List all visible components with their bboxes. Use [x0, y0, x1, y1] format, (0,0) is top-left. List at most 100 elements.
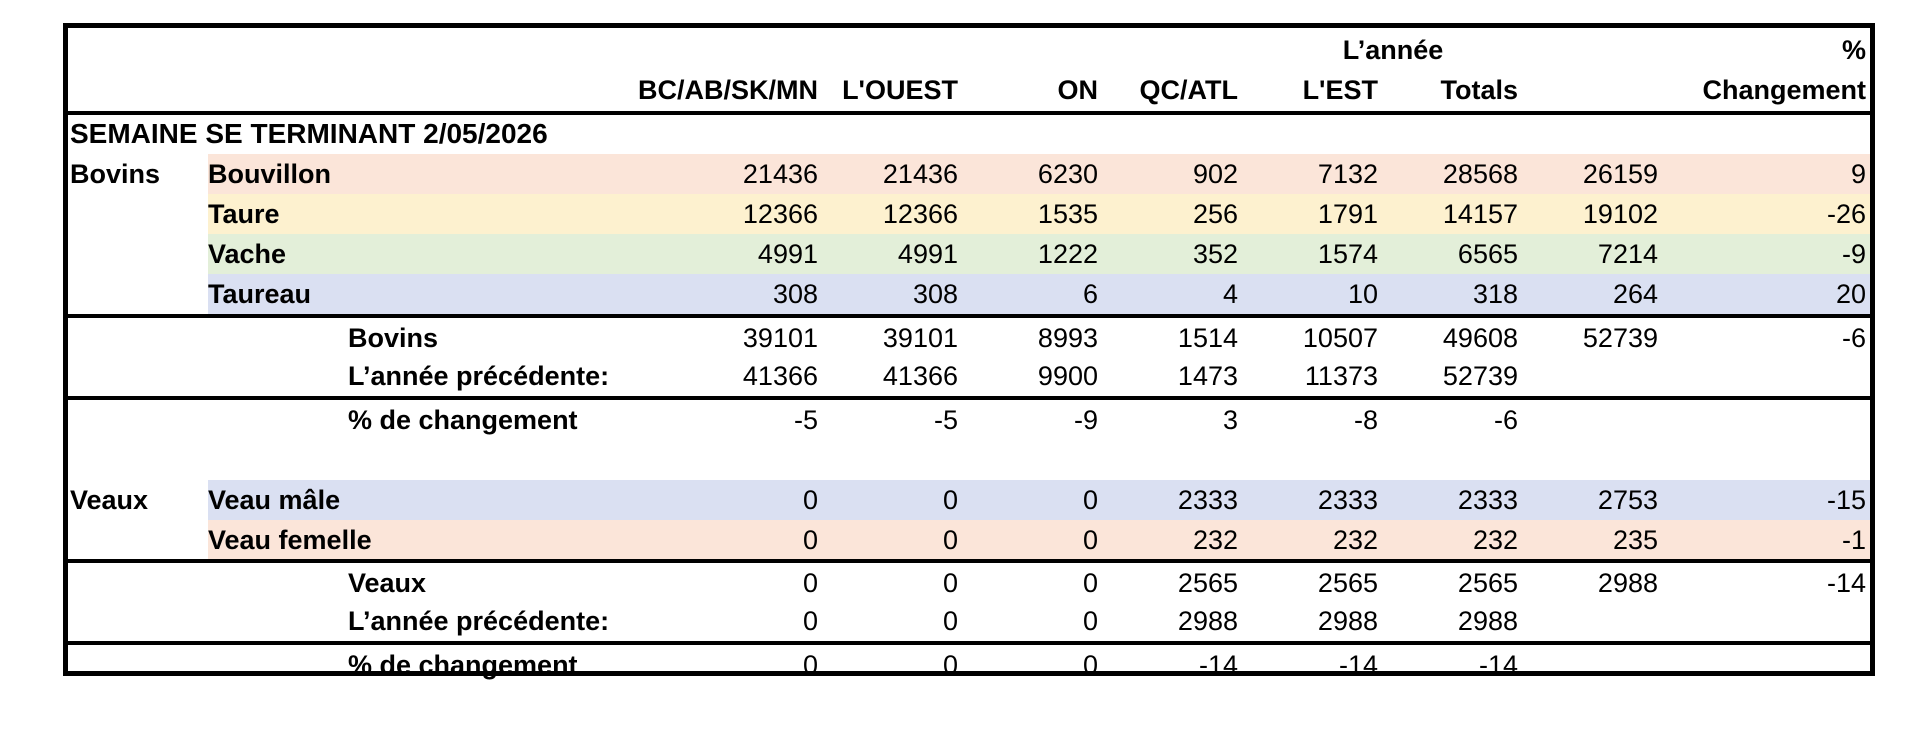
cell-ouest: 0 [942, 525, 958, 555]
header-ouest: L'OUEST [842, 75, 958, 105]
cell-on: -9 [1073, 405, 1098, 435]
cell-on: 8993 [1037, 323, 1098, 353]
cell-est: 7132 [1317, 159, 1378, 189]
cell-previous-year: 52739 [1582, 323, 1658, 353]
bovins-change-row: % de changement -5 -5 -9 3 -8 -6 [68, 400, 1870, 440]
cell-on: 6 [1082, 279, 1098, 309]
cell-previous-year: 19102 [1582, 199, 1658, 229]
cell-change-pct: 20 [1835, 279, 1866, 309]
row-label: Bovins [348, 323, 439, 353]
header-previous-year: L’année [1342, 35, 1444, 65]
cell-qc-atl: 1473 [1177, 361, 1238, 391]
row-label: Veau mâle [208, 485, 341, 515]
cell-on: 0 [1082, 525, 1098, 555]
veaux-previous-year-row: L’année précédente: 0 0 0 2988 2988 2988 [68, 601, 1870, 641]
cell-change-pct: -14 [1826, 568, 1866, 598]
row-highlight [208, 480, 1870, 520]
bovins-row-vache: Vache 4991 4991 1222 352 1574 6565 7214 -9 [68, 234, 1870, 274]
cell-previous-year: 7214 [1597, 239, 1658, 269]
cell-totals: 232 [1472, 525, 1518, 555]
cell-qc-atl: 1514 [1177, 323, 1238, 353]
header-row-1: L’année % [68, 30, 1870, 70]
cell-bc-ab-sk-mn: 4991 [757, 239, 818, 269]
cell-totals: 28568 [1442, 159, 1518, 189]
cell-totals: 14157 [1442, 199, 1518, 229]
row-highlight [208, 194, 1870, 234]
cell-est: -14 [1338, 650, 1378, 680]
cell-bc-ab-sk-mn: 39101 [742, 323, 818, 353]
cell-bc-ab-sk-mn: 0 [802, 650, 818, 680]
cell-est: 2333 [1317, 485, 1378, 515]
cell-est: 2988 [1317, 606, 1378, 636]
cell-on: 0 [1082, 650, 1098, 680]
cell-ouest: 0 [942, 606, 958, 636]
cell-ouest: 4991 [897, 239, 958, 269]
cell-totals: 6565 [1457, 239, 1518, 269]
row-highlight [208, 520, 1870, 560]
cell-on: 6230 [1037, 159, 1098, 189]
cell-change-pct: -6 [1841, 323, 1866, 353]
cell-on: 0 [1082, 485, 1098, 515]
header-qc-atl: QC/ATL [1139, 75, 1238, 105]
cell-qc-atl: 352 [1192, 239, 1238, 269]
cell-ouest: 12366 [882, 199, 958, 229]
cell-totals: 318 [1472, 279, 1518, 309]
cell-on: 9900 [1037, 361, 1098, 391]
cell-on: 1222 [1037, 239, 1098, 269]
divider-bovins-rows [68, 314, 1870, 318]
cell-totals: -6 [1493, 405, 1518, 435]
cell-ouest: -5 [933, 405, 958, 435]
cell-previous-year: 235 [1612, 525, 1658, 555]
row-label: % de changement [348, 650, 578, 680]
cell-previous-year: 2753 [1597, 485, 1658, 515]
cell-on: 0 [1082, 568, 1098, 598]
row-label: Veaux [348, 568, 427, 598]
veaux-change-row: % de changement 0 0 0 -14 -14 -14 [68, 645, 1870, 685]
cell-bc-ab-sk-mn: 12366 [742, 199, 818, 229]
veaux-group-row: Veaux [68, 480, 1870, 520]
cell-est: 11373 [1304, 361, 1378, 391]
header-bc-ab-sk-mn: BC/AB/SK/MN [638, 75, 818, 105]
bovins-previous-year-row: L’année précédente: 41366 41366 9900 1473 113… [68, 356, 1870, 396]
row-highlight [208, 274, 1870, 314]
cell-totals: 2988 [1457, 606, 1518, 636]
cell-totals: 2333 [1457, 485, 1518, 515]
header-est: L'EST [1302, 75, 1378, 105]
cell-qc-atl: -14 [1198, 650, 1238, 680]
cell-on: 1535 [1037, 199, 1098, 229]
row-label: Veau femelle [208, 525, 372, 555]
cell-ouest: 308 [912, 279, 958, 309]
row-label: % de changement [348, 405, 578, 435]
row-highlight [208, 154, 1870, 194]
cell-est: 10 [1347, 279, 1378, 309]
cell-bc-ab-sk-mn: -5 [793, 405, 818, 435]
group-label-bovins: Bovins [70, 159, 161, 189]
bovins-row-taure: Taure 12366 12366 1535 256 1791 14157 19102 -26 [68, 194, 1870, 234]
header-percent: % [1841, 35, 1866, 65]
row-highlight [208, 234, 1870, 274]
bovins-total-row: Bovins 39101 39101 8993 1514 10507 49608 52739 -… [68, 318, 1870, 358]
cell-qc-atl: 4 [1222, 279, 1238, 309]
cell-on: 0 [1082, 606, 1098, 636]
cell-qc-atl: 256 [1192, 199, 1238, 229]
divider-bovins-prev [68, 396, 1870, 400]
cell-totals: 2565 [1457, 568, 1518, 598]
cell-est: 2565 [1317, 568, 1378, 598]
cell-qc-atl: 2988 [1177, 606, 1238, 636]
cell-est: 1574 [1317, 239, 1378, 269]
cell-change-pct: -15 [1826, 485, 1866, 515]
veaux-row-femelle: Veau femelle 0 0 0 232 232 232 235 -1 [68, 520, 1870, 560]
row-label: Taureau [208, 279, 312, 309]
group-label-veaux: Veaux [70, 485, 149, 515]
cell-bc-ab-sk-mn: 0 [802, 485, 818, 515]
cell-ouest: 21436 [882, 159, 958, 189]
cell-bc-ab-sk-mn: 0 [802, 525, 818, 555]
cell-ouest: 39101 [882, 323, 958, 353]
cell-previous-year: 264 [1612, 279, 1658, 309]
cell-est: 1791 [1317, 199, 1378, 229]
cell-previous-year: 2988 [1597, 568, 1658, 598]
header-totals: Totals [1440, 75, 1518, 105]
cell-change-pct: 9 [1850, 159, 1866, 189]
bovins-group-row: Bovins [68, 154, 1870, 194]
cell-bc-ab-sk-mn: 41366 [742, 361, 818, 391]
